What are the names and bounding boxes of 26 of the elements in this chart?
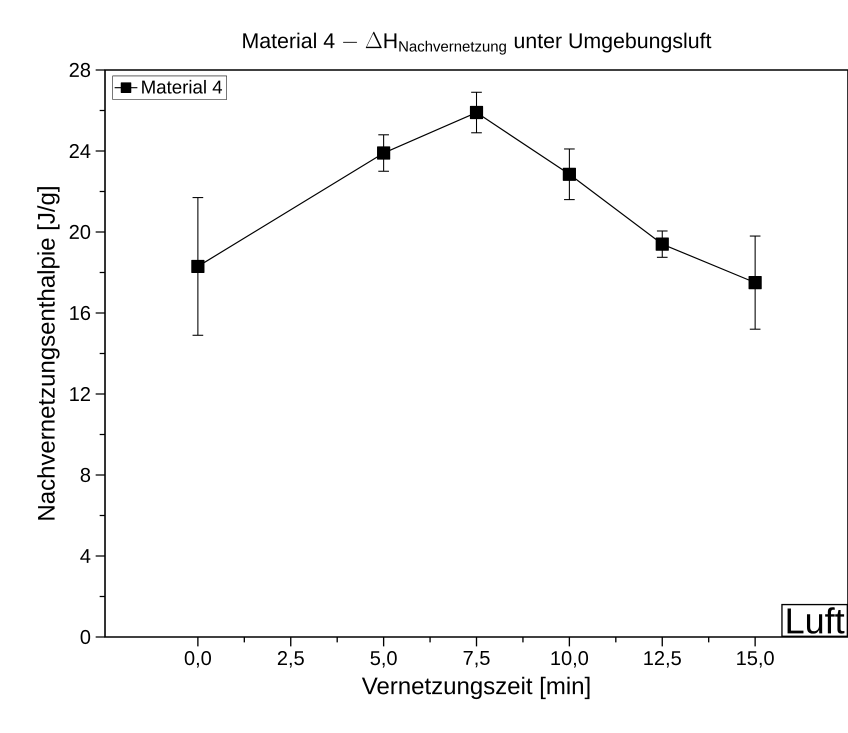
y-tick-label: 8 xyxy=(80,468,90,482)
x-tick-label: 5,0 xyxy=(370,651,397,668)
y-tick-label: 12 xyxy=(70,387,90,401)
x-tick-label: 2,5 xyxy=(278,651,304,668)
x-tick-label: 10,0 xyxy=(551,651,588,668)
point xyxy=(470,106,484,120)
legend-label: Material 4 xyxy=(142,80,222,94)
y-axis-title: Nachvernetzungsenthalpie [J/g] xyxy=(37,187,60,520)
chart-title: $\mathrm{Material\ 4\ -\ }\Delta\mathrm{H}_{\mathrm{Nachvernetzung}}\mathrm{\ unter\ Umgebungsluft}$ xyxy=(243,32,712,55)
x-axis-title: Vernetzungszeit [min] xyxy=(362,676,590,700)
y-tick-label: 4 xyxy=(80,549,90,563)
point xyxy=(377,146,390,160)
point xyxy=(656,238,669,251)
x-tick-label: 0,0 xyxy=(184,651,211,668)
x-tick-label: 12,5 xyxy=(644,651,681,668)
y-tick-label: 28 xyxy=(70,62,90,78)
point xyxy=(748,276,762,290)
y-tick-label: 24 xyxy=(70,144,90,158)
x-tick-label: 15,0 xyxy=(737,651,774,668)
y-tick-label: 20 xyxy=(70,224,90,240)
y-tick-label: 16 xyxy=(70,306,90,320)
point xyxy=(191,260,204,274)
annotation: Luft xyxy=(788,607,844,634)
point xyxy=(562,168,576,181)
y-tick-label: 0 xyxy=(80,630,90,644)
x-tick-label: 7,5 xyxy=(464,651,490,668)
